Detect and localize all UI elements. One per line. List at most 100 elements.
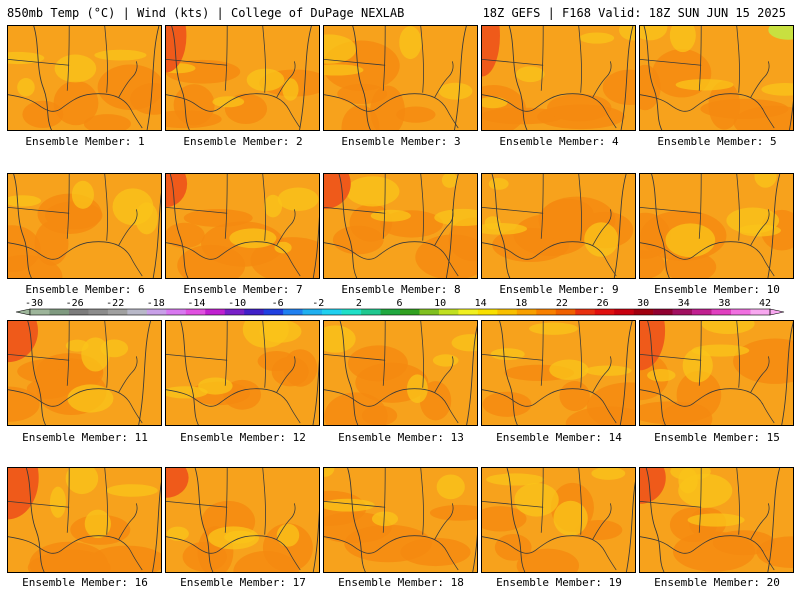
coastline [750,209,770,246]
cool-region [515,66,545,83]
colorbar-arrow-right [769,308,785,316]
contour-line [643,26,663,130]
state-border [224,321,228,386]
coastline [8,93,143,129]
ensemble-member-label: Ensemble Member: 3 [341,135,461,148]
coastline [8,535,143,571]
ensemble-member-map [7,25,162,131]
warm-region [22,100,64,129]
colorbar-swatch [536,309,557,315]
contour-line [339,321,359,425]
warm-region [8,386,40,422]
state-border [104,321,108,388]
coastline [592,503,612,540]
state-border [420,174,424,241]
cool-region [84,509,111,539]
coastline [592,356,612,393]
coastline [276,209,296,246]
colorbar-tick-label: -18 [146,298,165,309]
hot-region [640,321,666,371]
state-border [262,321,266,388]
ensemble-member-map [639,467,794,573]
state-border [420,26,424,93]
contour-line [25,468,45,572]
state-border [736,26,740,93]
state-border [640,58,702,66]
cool-region [229,228,277,249]
state-border [324,500,386,508]
state-border [578,468,582,535]
coastline [434,61,454,98]
cool-region [277,187,319,211]
cool-region [584,222,619,257]
coastline [324,241,459,277]
hot-region [482,26,500,77]
coastline [482,388,617,424]
ensemble-member-label: Ensemble Member: 15 [654,431,780,444]
colorbar-swatch [205,309,226,315]
cool-region [198,377,233,395]
warm-region [547,93,612,122]
warm-region [45,201,103,230]
colorbar-swatch [127,309,148,315]
coastline [166,535,301,571]
warm-region [130,83,161,115]
warm-region [640,212,671,259]
contour-line [620,26,634,130]
contour-line [499,321,518,425]
coastline [118,61,138,98]
colorbar-swatch [283,309,303,315]
ensemble-member-label: Ensemble Member: 2 [183,135,303,148]
coastline [118,209,138,246]
state-border [640,206,702,214]
ensemble-member-label: Ensemble Member: 17 [180,576,306,589]
cool-region [71,180,94,209]
contour-line [491,174,511,278]
state-border [382,174,386,239]
state-border [382,321,386,386]
contour-line [613,174,627,278]
coastline [276,61,296,98]
ensemble-member-label: Ensemble Member: 1 [25,135,145,148]
ensemble-member-map [639,320,794,426]
state-border [420,468,424,535]
ensemble-member-map [481,467,636,573]
warm-region [733,105,793,130]
coastline [118,356,138,393]
state-border [224,174,228,239]
contour-line [347,468,366,572]
cool-region [112,188,154,226]
temperature-colorbar [15,308,785,316]
state-border [482,206,544,214]
cool-region [579,32,615,44]
coastline [166,241,301,277]
ensemble-member-map [481,173,636,279]
state-border [324,58,386,66]
contour-line [767,174,781,278]
warm-region [396,106,436,123]
cool-region [451,334,477,352]
cool-region [488,178,509,190]
state-border [736,174,740,241]
warm-region [250,237,319,278]
state-border [8,206,70,214]
colorbar-tick-label: -14 [187,298,206,309]
colorbar-swatch [633,309,654,315]
warm-region [586,382,635,425]
chart-title: 850mb Temp (°C) | Wind (kts) | College o… [7,6,405,20]
state-border [66,174,70,239]
warm-region [53,80,99,126]
ensemble-member-map [323,467,478,573]
ensemble-member-label: Ensemble Member: 16 [22,576,148,589]
colorbar-swatch [516,309,537,315]
ensemble-member-label: Ensemble Member: 12 [180,431,306,444]
contour-line [33,26,52,130]
colorbar-swatch [68,309,89,315]
cool-region [399,26,422,60]
cool-region [701,321,755,335]
colorbar-swatch [185,309,206,315]
contour-line [767,468,781,572]
hot-region [8,321,38,363]
contour-line [506,468,526,572]
warm-region [262,523,313,572]
